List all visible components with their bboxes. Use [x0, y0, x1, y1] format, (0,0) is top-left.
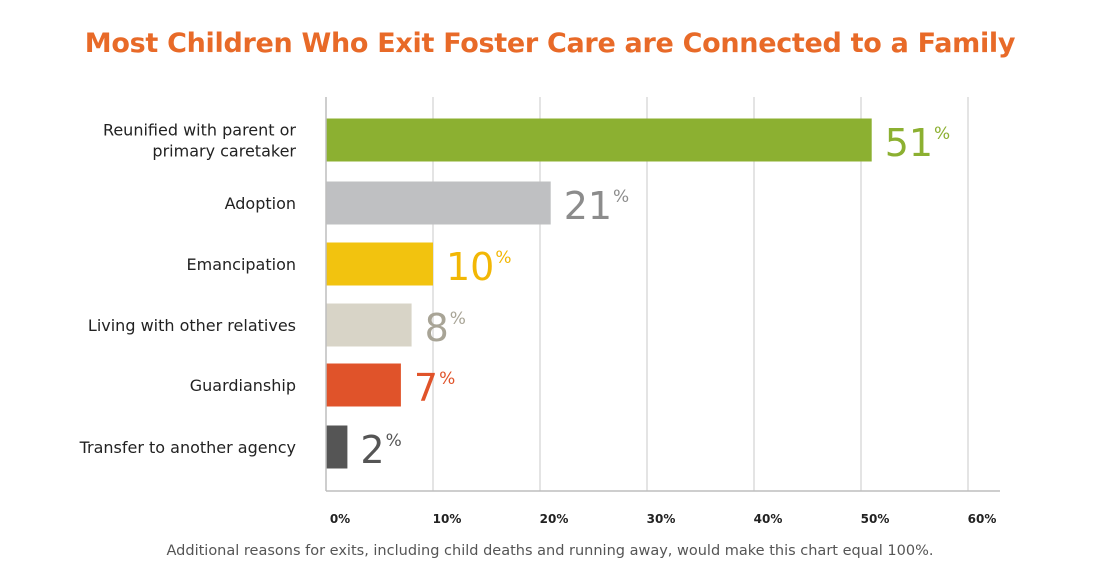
category-labels: Reunified with parent or primary caretake… — [79, 121, 297, 458]
bar — [326, 363, 401, 407]
footnote: Additional reasons for exits, including … — [166, 543, 934, 559]
category-label: Reunified with parent or — [103, 121, 296, 140]
x-tick-label: 40% — [754, 512, 783, 526]
x-tick-label: 20% — [540, 512, 569, 526]
category-label: Guardianship — [190, 376, 296, 395]
x-tick-label: 60% — [968, 512, 997, 526]
value-label: 2% — [360, 428, 401, 472]
category-label: Living with other relatives — [88, 316, 296, 335]
category-label: Transfer to another agency — [79, 438, 296, 457]
category-label: Emancipation — [187, 255, 297, 274]
bar — [326, 303, 412, 347]
x-tick-label: 0% — [330, 512, 350, 526]
bar — [326, 118, 872, 162]
bars — [326, 118, 872, 469]
x-axis-tick-labels: 0% 10% 20% 30% 40% 50% 60% — [330, 512, 997, 526]
x-tick-label: 10% — [433, 512, 462, 526]
value-label: 51% — [885, 121, 951, 165]
category-label: primary caretaker — [152, 142, 296, 161]
category-label: Adoption — [225, 194, 296, 213]
bar — [326, 242, 433, 286]
x-tick-label: 30% — [647, 512, 676, 526]
x-tick-label: 50% — [861, 512, 890, 526]
gridlines — [432, 97, 969, 491]
bar — [326, 181, 551, 225]
bar — [326, 425, 348, 469]
axes — [325, 97, 1000, 492]
chart-title: Most Children Who Exit Foster Care are C… — [84, 28, 1016, 59]
value-label: 8% — [425, 306, 466, 350]
value-label: 7% — [414, 366, 455, 410]
value-label: 21% — [564, 184, 630, 228]
value-label: 10% — [446, 245, 512, 289]
value-labels: 51% 21% 10% 8% 7% 2% — [360, 121, 950, 472]
